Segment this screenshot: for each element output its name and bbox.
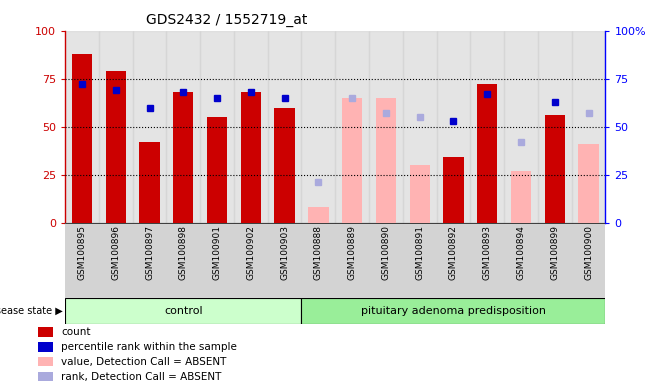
Bar: [301, 223, 335, 298]
Bar: [335, 31, 369, 223]
Text: rank, Detection Call = ABSENT: rank, Detection Call = ABSENT: [61, 372, 221, 382]
Text: GSM100895: GSM100895: [77, 225, 87, 280]
Text: GDS2432 / 1552719_at: GDS2432 / 1552719_at: [146, 13, 307, 27]
Text: value, Detection Call = ABSENT: value, Detection Call = ABSENT: [61, 357, 227, 367]
Text: count: count: [61, 327, 90, 337]
Bar: [268, 31, 301, 223]
Bar: [99, 31, 133, 223]
Text: control: control: [164, 306, 202, 316]
Bar: [403, 31, 437, 223]
Bar: [409, 165, 430, 223]
Text: percentile rank within the sample: percentile rank within the sample: [61, 342, 237, 352]
Text: GSM100888: GSM100888: [314, 225, 323, 280]
Bar: [133, 223, 167, 298]
Bar: [167, 223, 201, 298]
Bar: [207, 117, 227, 223]
Bar: [275, 108, 295, 223]
Bar: [38, 357, 53, 366]
Bar: [201, 31, 234, 223]
Bar: [572, 31, 605, 223]
Bar: [477, 84, 497, 223]
Text: GSM100893: GSM100893: [483, 225, 492, 280]
Text: GSM100897: GSM100897: [145, 225, 154, 280]
Bar: [65, 223, 99, 298]
Bar: [309, 207, 329, 223]
Text: GSM100896: GSM100896: [111, 225, 120, 280]
Bar: [376, 98, 396, 223]
Bar: [369, 31, 403, 223]
Bar: [38, 342, 53, 352]
Bar: [38, 372, 53, 381]
Bar: [538, 31, 572, 223]
Bar: [504, 31, 538, 223]
Bar: [65, 298, 301, 324]
Bar: [443, 157, 464, 223]
Bar: [437, 31, 470, 223]
Bar: [437, 223, 470, 298]
Bar: [572, 223, 605, 298]
Text: GSM100902: GSM100902: [246, 225, 255, 280]
Text: GSM100901: GSM100901: [213, 225, 221, 280]
Bar: [105, 71, 126, 223]
Bar: [72, 54, 92, 223]
Bar: [241, 92, 261, 223]
Bar: [99, 223, 133, 298]
Bar: [167, 31, 201, 223]
Bar: [538, 223, 572, 298]
Text: GSM100899: GSM100899: [550, 225, 559, 280]
Text: GSM100903: GSM100903: [280, 225, 289, 280]
Text: pituitary adenoma predisposition: pituitary adenoma predisposition: [361, 306, 546, 316]
Text: disease state ▶: disease state ▶: [0, 306, 63, 316]
Bar: [470, 223, 504, 298]
Bar: [65, 31, 99, 223]
Bar: [139, 142, 159, 223]
Bar: [268, 223, 301, 298]
Bar: [470, 31, 504, 223]
Text: GSM100900: GSM100900: [584, 225, 593, 280]
Bar: [38, 327, 53, 337]
Text: GSM100889: GSM100889: [348, 225, 357, 280]
Bar: [133, 31, 167, 223]
Text: GSM100892: GSM100892: [449, 225, 458, 280]
Bar: [301, 31, 335, 223]
Bar: [578, 144, 599, 223]
Bar: [545, 115, 565, 223]
Bar: [201, 223, 234, 298]
Bar: [369, 223, 403, 298]
Bar: [342, 98, 363, 223]
Bar: [335, 223, 369, 298]
Bar: [173, 92, 193, 223]
Bar: [504, 223, 538, 298]
Text: GSM100890: GSM100890: [381, 225, 391, 280]
Text: GSM100891: GSM100891: [415, 225, 424, 280]
Bar: [234, 31, 268, 223]
Text: GSM100898: GSM100898: [179, 225, 187, 280]
Bar: [511, 171, 531, 223]
Text: GSM100894: GSM100894: [516, 225, 525, 280]
Bar: [403, 223, 437, 298]
Bar: [234, 223, 268, 298]
Bar: [301, 298, 605, 324]
